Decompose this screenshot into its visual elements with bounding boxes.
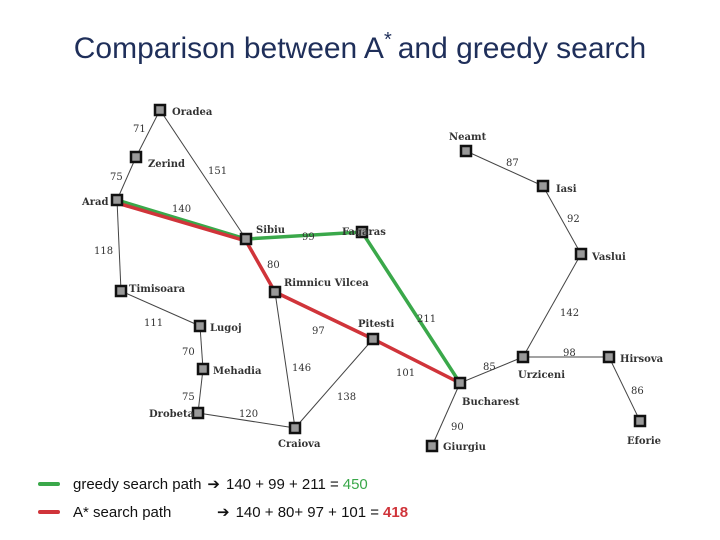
edge-weight: 70 <box>182 347 195 358</box>
legend-entry: A* search path ➔ 140 + 80+ 97 + 101 = 418 <box>73 504 408 521</box>
edge-weight: 111 <box>144 318 163 329</box>
node-label: Rimnicu Vilcea <box>284 278 369 289</box>
edge-weight: 140 <box>172 204 191 215</box>
edge-weight: 80 <box>267 260 280 271</box>
legend-entry: greedy search path ➔ 140 + 99 + 211 = 450 <box>73 476 368 493</box>
node-label: Sibiu <box>256 225 285 236</box>
node-label: Craiova <box>278 439 321 450</box>
legend-equation: 140 + 99 + 211 = <box>226 476 339 493</box>
legend: greedy search path ➔ 140 + 99 + 211 = 450 A… <box>38 476 408 521</box>
node-label: Hirsova <box>620 354 664 365</box>
title-rest: and greedy search <box>398 32 647 65</box>
edge-weight: 120 <box>239 409 258 420</box>
node-label: Iasi <box>556 184 577 195</box>
edge-weight: 97 <box>312 326 325 337</box>
node-label: Fagaras <box>342 227 386 238</box>
title: Comparison between A* and greedy search <box>74 29 646 65</box>
edges <box>116 109 641 447</box>
title-main: Comparison between A <box>74 32 384 65</box>
arrow: ➔ <box>207 476 220 493</box>
node-label: Arad <box>81 197 109 208</box>
edge-weights: 71 75 151 140 118 111 70 75 120 99 80 97… <box>94 124 644 433</box>
edge-weight: 90 <box>451 422 464 433</box>
nodes <box>110 103 647 453</box>
legend-equation: 140 + 80+ 97 + 101 = <box>236 504 380 521</box>
node-label: Bucharest <box>462 397 520 408</box>
edge-weight: 85 <box>483 362 496 373</box>
edge-weight: 211 <box>417 314 436 325</box>
edge-weight: 101 <box>396 368 415 379</box>
title-star: * <box>384 29 392 51</box>
node-label: Giurgiu <box>443 442 486 453</box>
node-label: Drobeta <box>149 409 195 420</box>
legend-label: greedy search path <box>73 476 201 493</box>
edge-weight: 98 <box>563 348 576 359</box>
edge-weight: 146 <box>292 363 311 374</box>
edge-weight: 142 <box>560 308 579 319</box>
arrow: ➔ <box>217 504 230 521</box>
edge-weight: 99 <box>302 232 315 243</box>
node-label: Zerind <box>148 159 185 170</box>
node-label: Mehadia <box>213 366 262 377</box>
edge-weight: 151 <box>208 166 227 177</box>
edge-weight: 75 <box>110 172 123 183</box>
legend-total: 450 <box>343 476 368 493</box>
edge-weight: 86 <box>631 386 644 397</box>
node-label: Oradea <box>172 107 213 118</box>
node-label: Neamt <box>449 132 487 143</box>
legend-total: 418 <box>383 504 408 521</box>
edge-weight: 118 <box>94 246 113 257</box>
node-label: Urziceni <box>518 370 565 381</box>
edge-weight: 71 <box>133 124 146 135</box>
legend-label: A* search path <box>73 504 171 521</box>
node-label: Eforie <box>627 436 661 447</box>
edge-weight: 75 <box>182 392 195 403</box>
node-labels: Oradea Zerind Arad Sibiu Fagaras Timisoa… <box>81 107 664 453</box>
edge-weight: 87 <box>506 158 519 169</box>
node-label: Lugoj <box>210 323 242 334</box>
node-label: Pitesti <box>358 319 395 330</box>
greedy-path <box>116 198 462 384</box>
node-label: Timisoara <box>129 284 186 295</box>
node-label: Vaslui <box>591 252 626 263</box>
edge-weight: 92 <box>567 214 580 225</box>
edge-weight: 138 <box>337 392 356 403</box>
